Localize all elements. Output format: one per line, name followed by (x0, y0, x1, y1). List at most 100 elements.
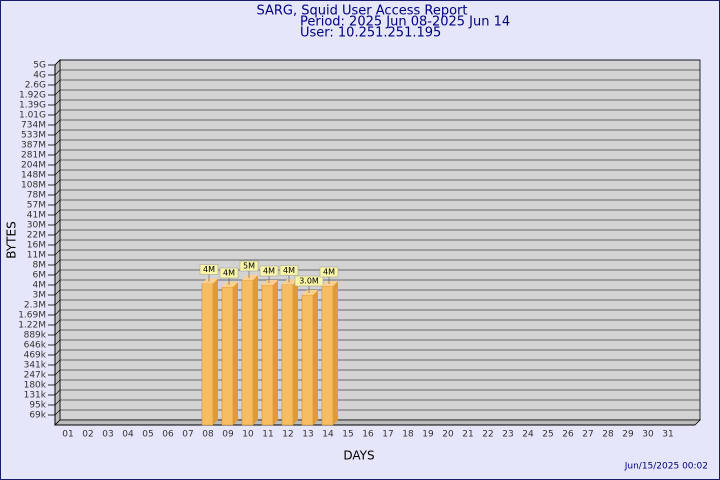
grid-line (54, 349, 61, 356)
y-tick-label: 95k (29, 401, 46, 411)
y-tick-label: 533M (21, 131, 46, 141)
y-tick-label: 204M (21, 161, 46, 171)
y-tick-label: 22M (27, 231, 46, 241)
y-tick-label: 247k (24, 371, 47, 381)
x-tick-label: 01 (62, 430, 73, 440)
y-tick-label: 148M (21, 171, 46, 181)
grid-line (54, 189, 61, 196)
value-label: 4M (223, 269, 235, 278)
y-tick-label: 57M (27, 201, 46, 211)
grid-line (54, 239, 61, 246)
bar (301, 294, 314, 426)
x-tick-label: 05 (142, 430, 153, 440)
x-tick-label: 19 (422, 430, 434, 440)
bar-side (293, 279, 298, 425)
x-tick-label: 08 (202, 430, 214, 440)
grid-line (54, 299, 61, 306)
y-tick-label: 4G (33, 71, 46, 81)
x-tick-label: 31 (662, 430, 673, 440)
grid-line (54, 109, 61, 116)
y-tick-label: 734M (21, 121, 46, 131)
y-tick-label: 341k (24, 361, 47, 371)
bar (201, 283, 214, 426)
x-tick-label: 09 (222, 430, 234, 440)
y-tick-label: 180k (24, 381, 47, 391)
grid-line (54, 169, 61, 176)
value-label: 4M (263, 267, 275, 276)
bar-top (282, 279, 298, 285)
grid-line (54, 389, 61, 396)
grid-line (54, 309, 61, 316)
x-tick-label: 11 (262, 430, 273, 440)
grid-line (54, 69, 61, 76)
x-tick-label: 23 (502, 430, 513, 440)
y-tick-label: 2.3M (24, 301, 46, 311)
grid-line (54, 279, 61, 286)
grid-line (54, 409, 61, 416)
bar-side (253, 275, 258, 425)
grid-line (54, 129, 61, 136)
y-tick-label: 469k (24, 351, 47, 361)
grid-line (54, 329, 61, 336)
x-tick-label: 22 (482, 430, 493, 440)
y-tick-label: 3M (33, 291, 47, 301)
y-tick-label: 281M (21, 151, 46, 161)
y-tick-label: 1.22M (18, 321, 46, 331)
bar (241, 279, 254, 426)
grid-line (54, 379, 61, 386)
grid-line (54, 229, 61, 236)
value-label: 4M (203, 265, 215, 274)
y-tick-label: 2.6G (25, 81, 46, 91)
x-tick-label: 10 (242, 430, 254, 440)
grid-line (54, 249, 61, 256)
y-tick-label: 108M (21, 181, 46, 191)
value-label: 3.0M (299, 277, 319, 286)
x-tick-label: 16 (362, 430, 374, 440)
bar (261, 284, 274, 426)
grid-line (54, 199, 61, 206)
bar (281, 284, 294, 426)
y-tick-label: 4M (33, 281, 47, 291)
y-tick-label: 16M (27, 241, 46, 251)
bar-side (333, 281, 338, 425)
chart-title: SARG, Squid User Access Report (257, 4, 468, 19)
bar-side (273, 280, 278, 425)
y-axis-title: BYTES (5, 221, 19, 258)
y-tick-label: 5G (33, 61, 46, 71)
grid-line (54, 319, 61, 326)
grid-line (54, 139, 61, 146)
x-tick-label: 07 (182, 430, 193, 440)
bar-side (313, 290, 318, 425)
x-tick-label: 20 (442, 430, 454, 440)
x-tick-label: 26 (562, 430, 574, 440)
bar-top (262, 280, 278, 285)
x-tick-label: 25 (542, 430, 553, 440)
y-tick-label: 11M (27, 251, 46, 261)
grid-line (54, 359, 61, 366)
bar-top (302, 290, 318, 295)
y-tick-label: 6M (33, 271, 47, 281)
y-tick-label: 41M (27, 211, 46, 221)
chart-subtitle: Period: 2025 Jun 08-2025 Jun 14 (300, 15, 510, 30)
value-label: 4M (283, 266, 295, 275)
y-tick-label: 30M (27, 221, 46, 231)
bar (221, 286, 234, 426)
grid-line (54, 59, 61, 66)
grid-line (54, 209, 61, 216)
grid-line (54, 149, 61, 156)
user: User: 10.251.251.195 (300, 26, 441, 41)
grid-line (54, 99, 61, 106)
grid-line (54, 339, 61, 346)
grid-line (54, 179, 61, 186)
y-tick-label: 1.39G (19, 101, 46, 111)
floor (54, 419, 701, 426)
y-tick-label: 1.69M (18, 311, 46, 321)
bar-top (222, 282, 238, 287)
x-axis-title: DAYS (343, 449, 374, 463)
value-label: 4M (323, 268, 335, 277)
x-tick-label: 17 (382, 430, 393, 440)
y-tick-label: 131k (24, 391, 47, 401)
grid-line (54, 119, 61, 126)
bar-top (322, 281, 338, 286)
